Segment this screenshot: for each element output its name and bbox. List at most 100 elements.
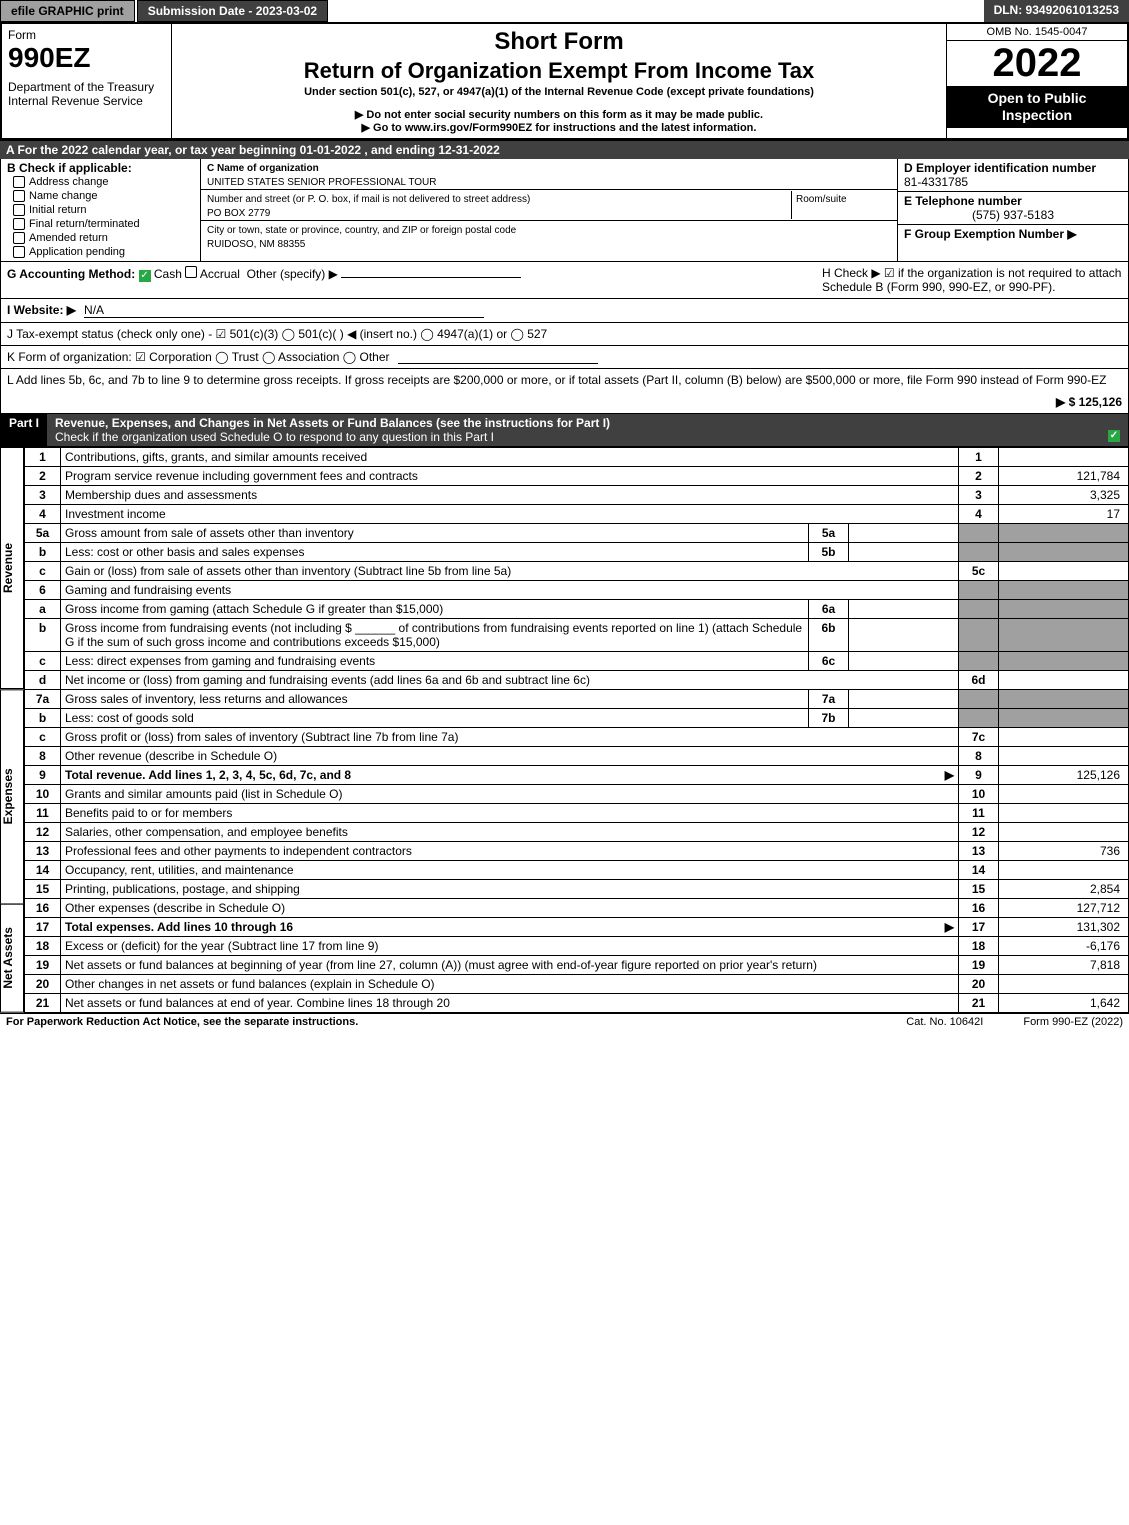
check-initial-return[interactable]: Initial return <box>7 203 194 217</box>
c-city-block: City or town, state or province, country… <box>201 221 897 251</box>
line-9: 9Total revenue. Add lines 1, 2, 3, 4, 5c… <box>25 766 1129 785</box>
g-label: G Accounting Method: <box>7 267 135 281</box>
line-14: 14Occupancy, rent, utilities, and mainte… <box>25 861 1129 880</box>
g-accrual: Accrual <box>200 267 240 281</box>
row-g-h: G Accounting Method: ✓ Cash Accrual Othe… <box>0 262 1129 299</box>
section-f: F Group Exemption Number ▶ <box>898 225 1128 243</box>
part1-check-line: Check if the organization used Schedule … <box>55 430 494 444</box>
g-cash: Cash <box>154 267 182 281</box>
section-b: B Check if applicable: Address change Na… <box>1 159 201 261</box>
website-value: N/A <box>84 303 484 318</box>
j-text: J Tax-exempt status (check only one) - ☑… <box>7 327 547 341</box>
check-accrual[interactable] <box>185 266 197 278</box>
short-form-title: Short Form <box>178 28 940 56</box>
line-15: 15Printing, publications, postage, and s… <box>25 880 1129 899</box>
line-7b: bLess: cost of goods sold7b <box>25 709 1129 728</box>
line-10: 10Grants and similar amounts paid (list … <box>25 785 1129 804</box>
g-other-input[interactable] <box>341 277 521 278</box>
d-label: D Employer identification number <box>904 161 1096 175</box>
f-label: F Group Exemption Number ▶ <box>904 227 1077 241</box>
line-13: 13Professional fees and other payments t… <box>25 842 1129 861</box>
form-word: Form <box>8 28 165 42</box>
line-5a: 5aGross amount from sale of assets other… <box>25 524 1129 543</box>
l-text: L Add lines 5b, 6c, and 7b to line 9 to … <box>7 373 1106 387</box>
org-address: PO BOX 2779 <box>207 208 270 219</box>
line-7a: 7aGross sales of inventory, less returns… <box>25 690 1129 709</box>
ssn-warning: ▶ Do not enter social security numbers o… <box>178 108 940 121</box>
row-k: K Form of organization: ☑ Corporation ◯ … <box>0 346 1129 369</box>
line-5c: cGain or (loss) from sale of assets othe… <box>25 562 1129 581</box>
line-16: 16Other expenses (describe in Schedule O… <box>25 899 1129 918</box>
header-center: Short Form Return of Organization Exempt… <box>172 24 947 138</box>
page-footer: For Paperwork Reduction Act Notice, see … <box>0 1013 1129 1030</box>
header-left: Form 990EZ Department of the Treasury In… <box>2 24 172 138</box>
line-11: 11Benefits paid to or for members11 <box>25 804 1129 823</box>
line-20: 20Other changes in net assets or fund ba… <box>25 975 1129 994</box>
line-1: 1Contributions, gifts, grants, and simil… <box>25 448 1129 467</box>
submission-date-badge: Submission Date - 2023-03-02 <box>137 0 328 22</box>
dln-badge: DLN: 93492061013253 <box>984 0 1129 22</box>
line-18: 18Excess or (deficit) for the year (Subt… <box>25 937 1129 956</box>
expenses-sideband: Expenses <box>0 689 24 904</box>
line-8: 8Other revenue (describe in Schedule O)8 <box>25 747 1129 766</box>
line-9-desc: Total revenue. Add lines 1, 2, 3, 4, 5c,… <box>65 768 351 782</box>
line-3: 3Membership dues and assessments33,325 <box>25 486 1129 505</box>
check-name-change[interactable]: Name change <box>7 189 194 203</box>
org-name: UNITED STATES SENIOR PROFESSIONAL TOUR <box>207 177 436 188</box>
footer-right: Form 990-EZ (2022) <box>1023 1016 1123 1028</box>
check-final-return[interactable]: Final return/terminated <box>7 217 194 231</box>
top-bar: efile GRAPHIC print Submission Date - 20… <box>0 0 1129 24</box>
line-6: 6Gaming and fundraising events <box>25 581 1129 600</box>
line-6b: bGross income from fundraising events (n… <box>25 619 1129 652</box>
part1-schedule-o-check-icon: ✓ <box>1108 430 1120 442</box>
form-number: 990EZ <box>8 42 165 74</box>
c-address-block: Number and street (or P. O. box, if mail… <box>201 190 897 221</box>
section-def: D Employer identification number 81-4331… <box>898 159 1128 261</box>
check-label: Final return/terminated <box>29 218 140 230</box>
room-suite-label: Room/suite <box>796 194 847 205</box>
line-2: 2Program service revenue including gover… <box>25 467 1129 486</box>
part1-body: Revenue Expenses Net Assets 1Contributio… <box>0 447 1129 1013</box>
check-address-change[interactable]: Address change <box>7 175 194 189</box>
line-21: 21Net assets or fund balances at end of … <box>25 994 1129 1013</box>
k-other-input[interactable] <box>398 350 598 364</box>
check-label: Application pending <box>29 246 125 258</box>
c-addr-label: Number and street (or P. O. box, if mail… <box>207 194 530 205</box>
under-section: Under section 501(c), 527, or 4947(a)(1)… <box>178 86 940 98</box>
line-6d: dNet income or (loss) from gaming and fu… <box>25 671 1129 690</box>
section-c: C Name of organization UNITED STATES SEN… <box>201 159 898 261</box>
open-public-badge: Open to Public Inspection <box>947 86 1127 128</box>
check-application-pending[interactable]: Application pending <box>7 245 194 259</box>
line-17-desc: Total expenses. Add lines 10 through 16 <box>65 920 293 934</box>
omb-number: OMB No. 1545-0047 <box>947 24 1127 41</box>
goto-link[interactable]: ▶ Go to www.irs.gov/Form990EZ for instru… <box>178 121 940 134</box>
line-12: 12Salaries, other compensation, and empl… <box>25 823 1129 842</box>
section-g: G Accounting Method: ✓ Cash Accrual Othe… <box>7 266 521 294</box>
row-j: J Tax-exempt status (check only one) - ☑… <box>0 323 1129 346</box>
line-19: 19Net assets or fund balances at beginni… <box>25 956 1129 975</box>
row-i: I Website: ▶ N/A <box>0 299 1129 323</box>
efile-print-button[interactable]: efile GRAPHIC print <box>0 0 135 22</box>
part1-title: Revenue, Expenses, and Changes in Net As… <box>47 414 1128 446</box>
arrow-icon: ▶ <box>945 920 954 934</box>
form-header: Form 990EZ Department of the Treasury In… <box>0 24 1129 140</box>
b-title: B Check if applicable: <box>7 161 194 175</box>
org-city: RUIDOSO, NM 88355 <box>207 239 305 250</box>
g-other: Other (specify) ▶ <box>247 267 338 281</box>
revenue-sideband: Revenue <box>0 447 24 689</box>
line-5b: bLess: cost or other basis and sales exp… <box>25 543 1129 562</box>
section-e: E Telephone number (575) 937-5183 <box>898 192 1128 225</box>
check-amended-return[interactable]: Amended return <box>7 231 194 245</box>
check-label: Initial return <box>29 204 86 216</box>
part1-table: 1Contributions, gifts, grants, and simil… <box>24 447 1129 1013</box>
section-h: H Check ▶ ☑ if the organization is not r… <box>822 266 1122 294</box>
check-cash-icon: ✓ <box>139 270 151 282</box>
irs-label: Internal Revenue Service <box>8 94 165 108</box>
section-d: D Employer identification number 81-4331… <box>898 159 1128 192</box>
l-value: ▶ $ 125,126 <box>1056 395 1122 409</box>
c-name-block: C Name of organization UNITED STATES SEN… <box>201 159 897 190</box>
c-name-label: C Name of organization <box>207 163 319 174</box>
header-right: OMB No. 1545-0047 2022 Open to Public In… <box>947 24 1127 138</box>
footer-left: For Paperwork Reduction Act Notice, see … <box>6 1016 358 1028</box>
check-label: Name change <box>29 190 98 202</box>
